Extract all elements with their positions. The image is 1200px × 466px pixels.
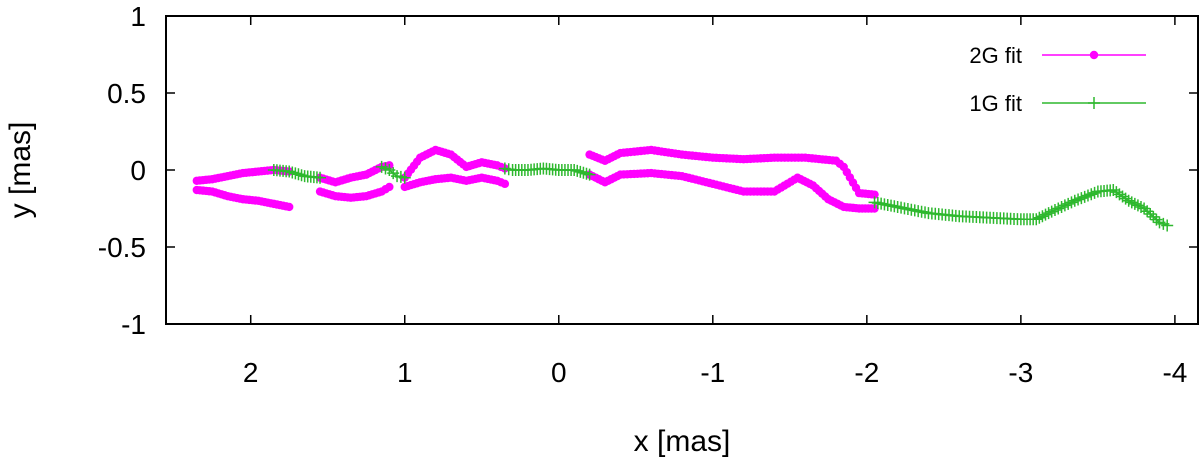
data-point (1030, 213, 1043, 226)
legend-label-2g-fit: 2G fit (969, 43, 1022, 68)
x-tick-label: 0 (551, 357, 567, 388)
data-point (577, 166, 590, 179)
data-point (1125, 196, 1138, 209)
y-tick-label: 0 (130, 155, 146, 186)
data-point (283, 165, 296, 178)
data-point (1033, 211, 1046, 224)
axis-ticks: 2 1 0 -1 -2 -3 -4 1 0.5 0 -0.5 -1 (98, 1, 1198, 388)
series-2g-fit (192, 145, 879, 213)
y-tick-label: 0.5 (107, 78, 146, 109)
data-point (1113, 188, 1126, 201)
data-point (314, 171, 327, 184)
data-point (580, 167, 593, 180)
data-point (295, 169, 308, 182)
y-tick-label: -0.5 (98, 232, 146, 263)
data-point (285, 202, 294, 212)
data-point (289, 167, 302, 180)
x-tick-label: -4 (1162, 357, 1187, 388)
data-point (1141, 205, 1154, 218)
data-point (1144, 208, 1157, 221)
data-point (398, 171, 411, 184)
plot-frame (165, 15, 1199, 325)
data-point (1150, 213, 1163, 226)
data-point (1039, 208, 1052, 221)
x-axis-title: x [mas] (634, 425, 731, 458)
legend: 2G fit 1G fit (969, 43, 1146, 116)
data-point (292, 168, 305, 181)
data-point (870, 204, 879, 213)
legend-label-1g-fit: 1G fit (969, 91, 1022, 116)
x-tick-label: -2 (854, 357, 879, 388)
y-tick-label: 1 (130, 1, 146, 32)
data-point (1042, 207, 1055, 220)
data-point (574, 165, 587, 178)
x-tick-label: -3 (1008, 357, 1033, 388)
data-point (286, 166, 299, 179)
data-point (385, 182, 394, 192)
legend-marker-1g-fit (1088, 97, 1100, 109)
data-point (1036, 210, 1049, 223)
series-1g-fit (267, 160, 1174, 232)
data-point (1131, 199, 1144, 212)
data-point (1110, 186, 1123, 199)
data-point (1128, 197, 1141, 210)
data-point (1138, 202, 1151, 215)
data-point (870, 190, 879, 199)
data-point (1107, 184, 1120, 197)
data-point (1122, 194, 1135, 207)
series-layer (192, 145, 1174, 232)
data-point (1135, 200, 1148, 213)
data-point (1119, 192, 1132, 205)
data-point (583, 168, 596, 181)
data-point (1116, 190, 1129, 203)
x-tick-label: -1 (700, 357, 725, 388)
y-tick-label: -1 (121, 309, 146, 340)
data-point (1147, 210, 1160, 223)
data-point (500, 179, 510, 189)
y-axis-title: y [mas] (4, 122, 37, 219)
legend-marker-2g-fit (1089, 50, 1099, 60)
x-tick-label: 1 (397, 357, 413, 388)
x-tick-label: 2 (243, 357, 259, 388)
data-point (571, 164, 584, 177)
data-point (568, 164, 581, 176)
data-point (1161, 219, 1174, 232)
